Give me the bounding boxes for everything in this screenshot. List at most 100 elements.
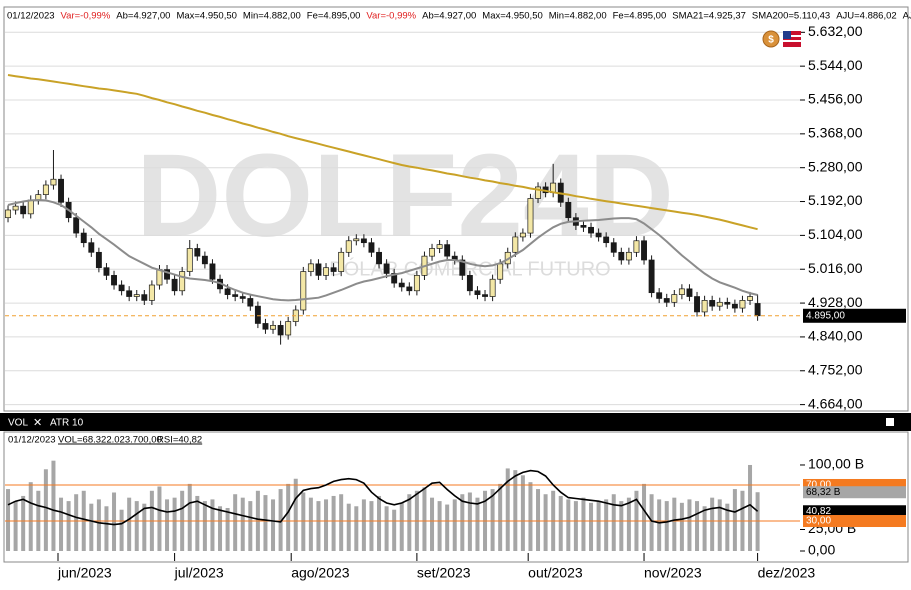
volume-bar [558,495,563,551]
candle-body [565,201,572,219]
tab-close[interactable]: ✕ [33,417,42,429]
volume-bar [195,495,200,551]
volume-bar [672,497,677,551]
y-tick-label: 5.632,00 [808,23,863,39]
candle-body [133,294,140,297]
candle-body [58,178,64,203]
candle-body [5,209,11,219]
volume-bar [248,501,253,551]
candle-body [701,300,708,313]
volume-bar [354,506,359,551]
volume-bar [460,494,465,551]
candle-body [254,305,261,324]
volume-bar [520,475,525,551]
header-item: AJU=4.886,02 [903,11,911,22]
main-frame [3,6,909,412]
volume-bar [467,492,472,551]
volume-bar [301,492,306,551]
volume-bar [407,494,412,551]
candle-body [42,184,49,195]
candle-body [224,288,231,295]
rsi-line [7,469,759,526]
candle-body [588,226,594,234]
candle-body [595,232,602,238]
volume-bar [513,470,518,551]
volume-bar [748,464,753,551]
header-item: Fe=4.895,00 [307,11,361,22]
candle-body [459,259,466,276]
volume-bar [74,494,79,551]
candle-body [413,275,420,292]
volume-bar [331,495,336,551]
volume-bar [346,503,351,551]
candle-body [353,238,360,242]
volume-bar [649,494,654,551]
volume-bar [475,497,480,551]
candle-body [610,242,617,253]
volume-last-label: 68,32 B [806,487,841,498]
header-item: AJU=4.886,02 [836,11,896,22]
candle-body [398,282,405,288]
candle-body [747,296,753,301]
candle-body [27,199,34,215]
watermark: DOLF24D DÓLAR COMERCIAL FUTURO [136,130,674,280]
volume-bar [202,501,207,551]
candle-body [148,284,155,301]
y-tick-label: 100,00 B [808,456,864,472]
header: 01/12/2023 Var=-0,99% Ab=4.927,00 Max=4.950… [7,11,911,22]
indicator-vol: VOL=68.322.023.700,00 [58,435,162,446]
candle-body [103,267,110,276]
volume-bar [43,469,48,551]
candle-body [694,296,700,313]
candle-body [300,271,307,311]
candle-body [436,244,443,249]
tab[interactable]: VOL [8,418,28,429]
candle-body [678,288,685,295]
candle-body [535,186,541,199]
volume-bar [573,501,578,551]
moving-average [7,74,758,231]
candle-body [20,205,27,215]
volume-bar [316,501,321,551]
candle-body [186,248,193,272]
candle-body [118,284,125,292]
volume-bar [490,489,495,551]
header-item: Max=4.950,50 [482,11,542,22]
volume-bar [566,499,571,551]
volume-bar [498,483,503,551]
header-item: Fe=4.895,00 [613,11,667,22]
icons: $ [762,30,801,48]
x-tick-label: out/2023 [528,565,583,581]
candle-body [474,290,481,295]
candle-body [429,248,435,257]
volume-bar [725,503,730,551]
lower-frame [3,431,909,563]
currency-symbol: $ [768,35,774,46]
last-price-label: 4.895,00 [806,310,845,321]
volume-bar [286,483,291,551]
candle-body [519,232,526,238]
y-tick-label: 5.280,00 [808,158,863,174]
candle-body [247,298,254,307]
flag-stripe [783,40,801,42]
currency-icon [762,30,780,48]
volume-bar [263,495,268,551]
volume-bar [437,501,442,551]
candle-body [368,242,375,253]
panel-button[interactable] [886,418,894,426]
tab-bar [0,413,911,431]
tab[interactable]: ATR 10 [50,418,84,429]
candle-body [88,242,95,253]
volume-bar [13,501,18,551]
candle-body [360,238,367,244]
indicator-date: 01/12/2023 [8,435,56,446]
y-tick-label: 5.368,00 [808,125,863,141]
candle-body [580,225,587,228]
volume-bar [445,504,450,551]
candle-body [307,263,314,272]
candle-body [686,288,693,297]
header-item: Ab=4.927,00 [116,11,170,22]
volume-bar [619,501,624,551]
